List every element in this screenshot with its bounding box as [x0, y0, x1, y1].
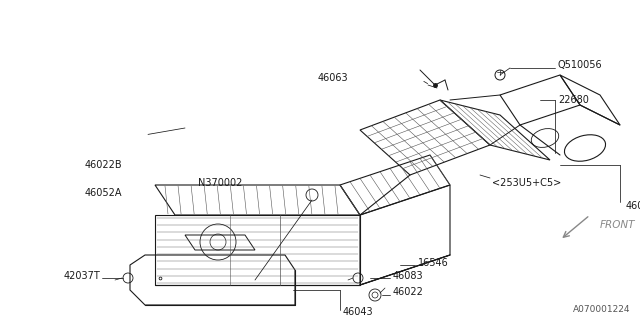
Text: N370002: N370002 — [198, 178, 242, 188]
Text: Q510056: Q510056 — [558, 60, 603, 70]
Text: 46022B: 46022B — [84, 160, 122, 170]
Text: 46052A: 46052A — [84, 188, 122, 198]
Text: 46063: 46063 — [317, 73, 348, 83]
Text: 46083: 46083 — [393, 271, 424, 281]
Text: FRONT: FRONT — [600, 220, 636, 230]
Text: 46043: 46043 — [343, 307, 374, 317]
Text: A070001224: A070001224 — [573, 305, 630, 314]
Text: 22680: 22680 — [558, 95, 589, 105]
Text: 42037T: 42037T — [63, 271, 100, 281]
Text: <253U5+C5>: <253U5+C5> — [492, 178, 561, 188]
Text: 46022: 46022 — [393, 287, 424, 297]
Text: 16546: 16546 — [418, 258, 449, 268]
Text: 46052: 46052 — [626, 201, 640, 211]
